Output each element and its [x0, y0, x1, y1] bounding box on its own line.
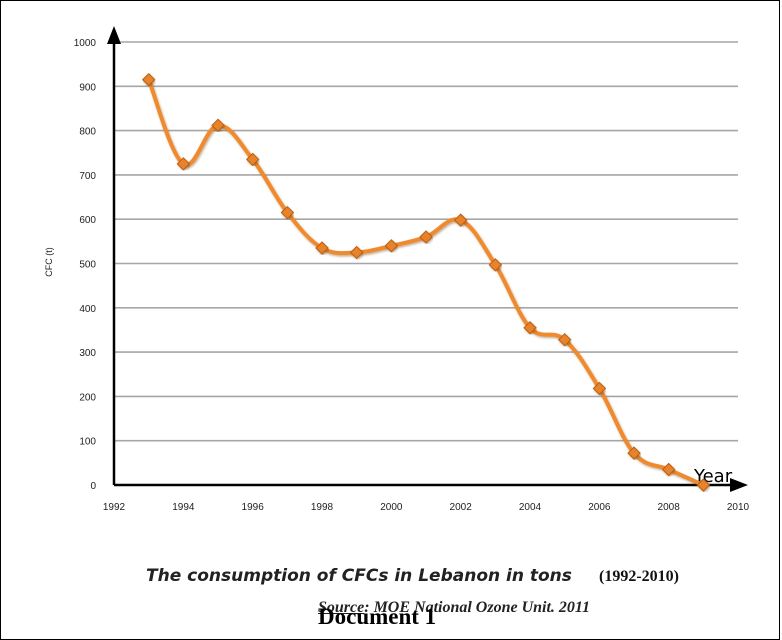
source-label: Source [318, 599, 365, 616]
x-axis-arrow [730, 478, 748, 492]
data-point-1995 [211, 118, 225, 132]
data-point-2003 [488, 258, 503, 272]
x-tick-label-1992: 1992 [103, 502, 126, 513]
data-point-2005 [557, 332, 572, 347]
y-axis-arrow [107, 26, 121, 44]
y-tick-label-300: 300 [79, 348, 96, 359]
data-point-1996 [245, 152, 260, 167]
x-tick-label-2010: 2010 [727, 502, 750, 513]
data-point-2009 [696, 478, 711, 492]
series-line [146, 77, 706, 487]
chart-caption: The consumption of CFCs in Lebanon in to… [146, 566, 572, 586]
data-point-1998 [315, 241, 329, 255]
data-point-2007 [627, 446, 641, 460]
y-tick-label-500: 500 [79, 260, 96, 271]
y-axis-label: CFC (t) [44, 247, 54, 277]
x-tick-label-2006: 2006 [588, 502, 611, 513]
y-tick-label-200: 200 [79, 392, 96, 403]
y-tick-label-100: 100 [79, 437, 96, 448]
chart-caption-years: (1992-2010) [599, 568, 679, 585]
line-chart: 0 100 200 300 400 500 600 700 800 900 1000 1992 1994… [44, 26, 750, 513]
x-tick-label-2002: 2002 [450, 502, 473, 513]
data-point-1999 [349, 245, 364, 260]
data-point-2004 [523, 321, 537, 335]
y-tick-label-1000: 1000 [74, 38, 97, 49]
x-tick-label-2000: 2000 [380, 502, 403, 513]
y-tick-label-700: 700 [79, 171, 96, 182]
data-point-1993 [141, 72, 156, 87]
x-tick-label-2004: 2004 [519, 502, 542, 513]
data-point-2006 [592, 381, 607, 396]
x-tick-label-1996: 1996 [242, 502, 265, 513]
data-point-2008 [661, 462, 676, 477]
data-point-1994 [176, 157, 191, 171]
y-tick-label-400: 400 [79, 304, 96, 315]
source-line: Source: MOE National Ozone Unit. 2011 [318, 599, 590, 617]
y-tick-label-0: 0 [90, 481, 96, 492]
data-point-1997 [280, 205, 295, 220]
x-tick-label-2008: 2008 [658, 502, 681, 513]
y-tick-label-900: 900 [79, 82, 96, 93]
data-point-2000 [384, 239, 399, 253]
data-point-2002 [453, 213, 468, 227]
source-text: : MOE National Ozone Unit. 2011 [364, 599, 591, 616]
x-tick-label-1998: 1998 [311, 502, 334, 513]
x-tick-label-1994: 1994 [172, 502, 195, 513]
document-label: Document 1 [318, 604, 437, 629]
y-tick-label-600: 600 [79, 215, 96, 226]
y-tick-label-800: 800 [79, 127, 96, 138]
data-point-2001 [419, 230, 433, 244]
